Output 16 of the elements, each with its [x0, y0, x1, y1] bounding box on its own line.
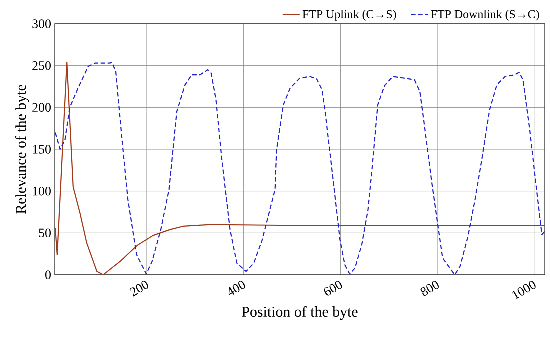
y-tick-label: 50 [39, 228, 51, 238]
y-tick-label: 100 [33, 186, 51, 196]
x-tick-label: 800 [420, 281, 440, 296]
x-tick-label: 400 [228, 281, 246, 296]
y-tick-label: 150 [33, 145, 51, 154]
y-tick-label: 0 [46, 270, 51, 280]
y-tick-label: 200 [32, 103, 51, 112]
legend-label: FTP Downlink (S→C) [431, 10, 540, 21]
legend-label: FTP Uplink (C→S) [302, 10, 396, 21]
y-tick-label: 300 [32, 20, 51, 28]
x-tick-label: 600 [324, 281, 342, 296]
x-axis-title: Position of the byte [242, 306, 358, 320]
y-axis-title: Relevance of the byte [15, 85, 30, 214]
x-tick-label: 200 [130, 281, 149, 297]
x-tick-label: 1000 [512, 281, 536, 300]
y-tick-label: 250 [32, 61, 51, 70]
